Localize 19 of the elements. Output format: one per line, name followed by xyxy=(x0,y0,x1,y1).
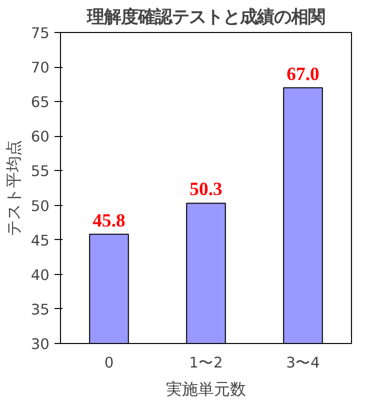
x-axis-title: 実施単元数 xyxy=(166,380,246,398)
y-tick-label: 55 xyxy=(30,163,50,180)
y-tick-label: 70 xyxy=(30,60,50,77)
y-tick-label: 75 xyxy=(30,25,50,42)
y-axis-title: テスト平均点 xyxy=(4,140,23,236)
y-tick-label: 45 xyxy=(30,232,50,250)
y-tick-label: 65 xyxy=(30,94,50,112)
x-tick-label: 0 xyxy=(104,354,114,372)
data-label: 50.3 xyxy=(190,179,222,200)
y-tick-label: 50 xyxy=(30,198,50,215)
data-label: 67.0 xyxy=(286,64,320,85)
data-label: 45.8 xyxy=(92,210,126,232)
y-tick-label: 30 xyxy=(30,336,50,353)
x-tick-label: 3〜4 xyxy=(286,354,320,372)
y-tick-label: 35 xyxy=(30,301,50,318)
y-tick-label: 40 xyxy=(30,266,50,284)
x-tick-label: 1〜2 xyxy=(189,354,223,372)
chart-title: 理解度確認テストと成績の相関 xyxy=(86,8,325,28)
y-tick-label: 60 xyxy=(30,128,50,146)
